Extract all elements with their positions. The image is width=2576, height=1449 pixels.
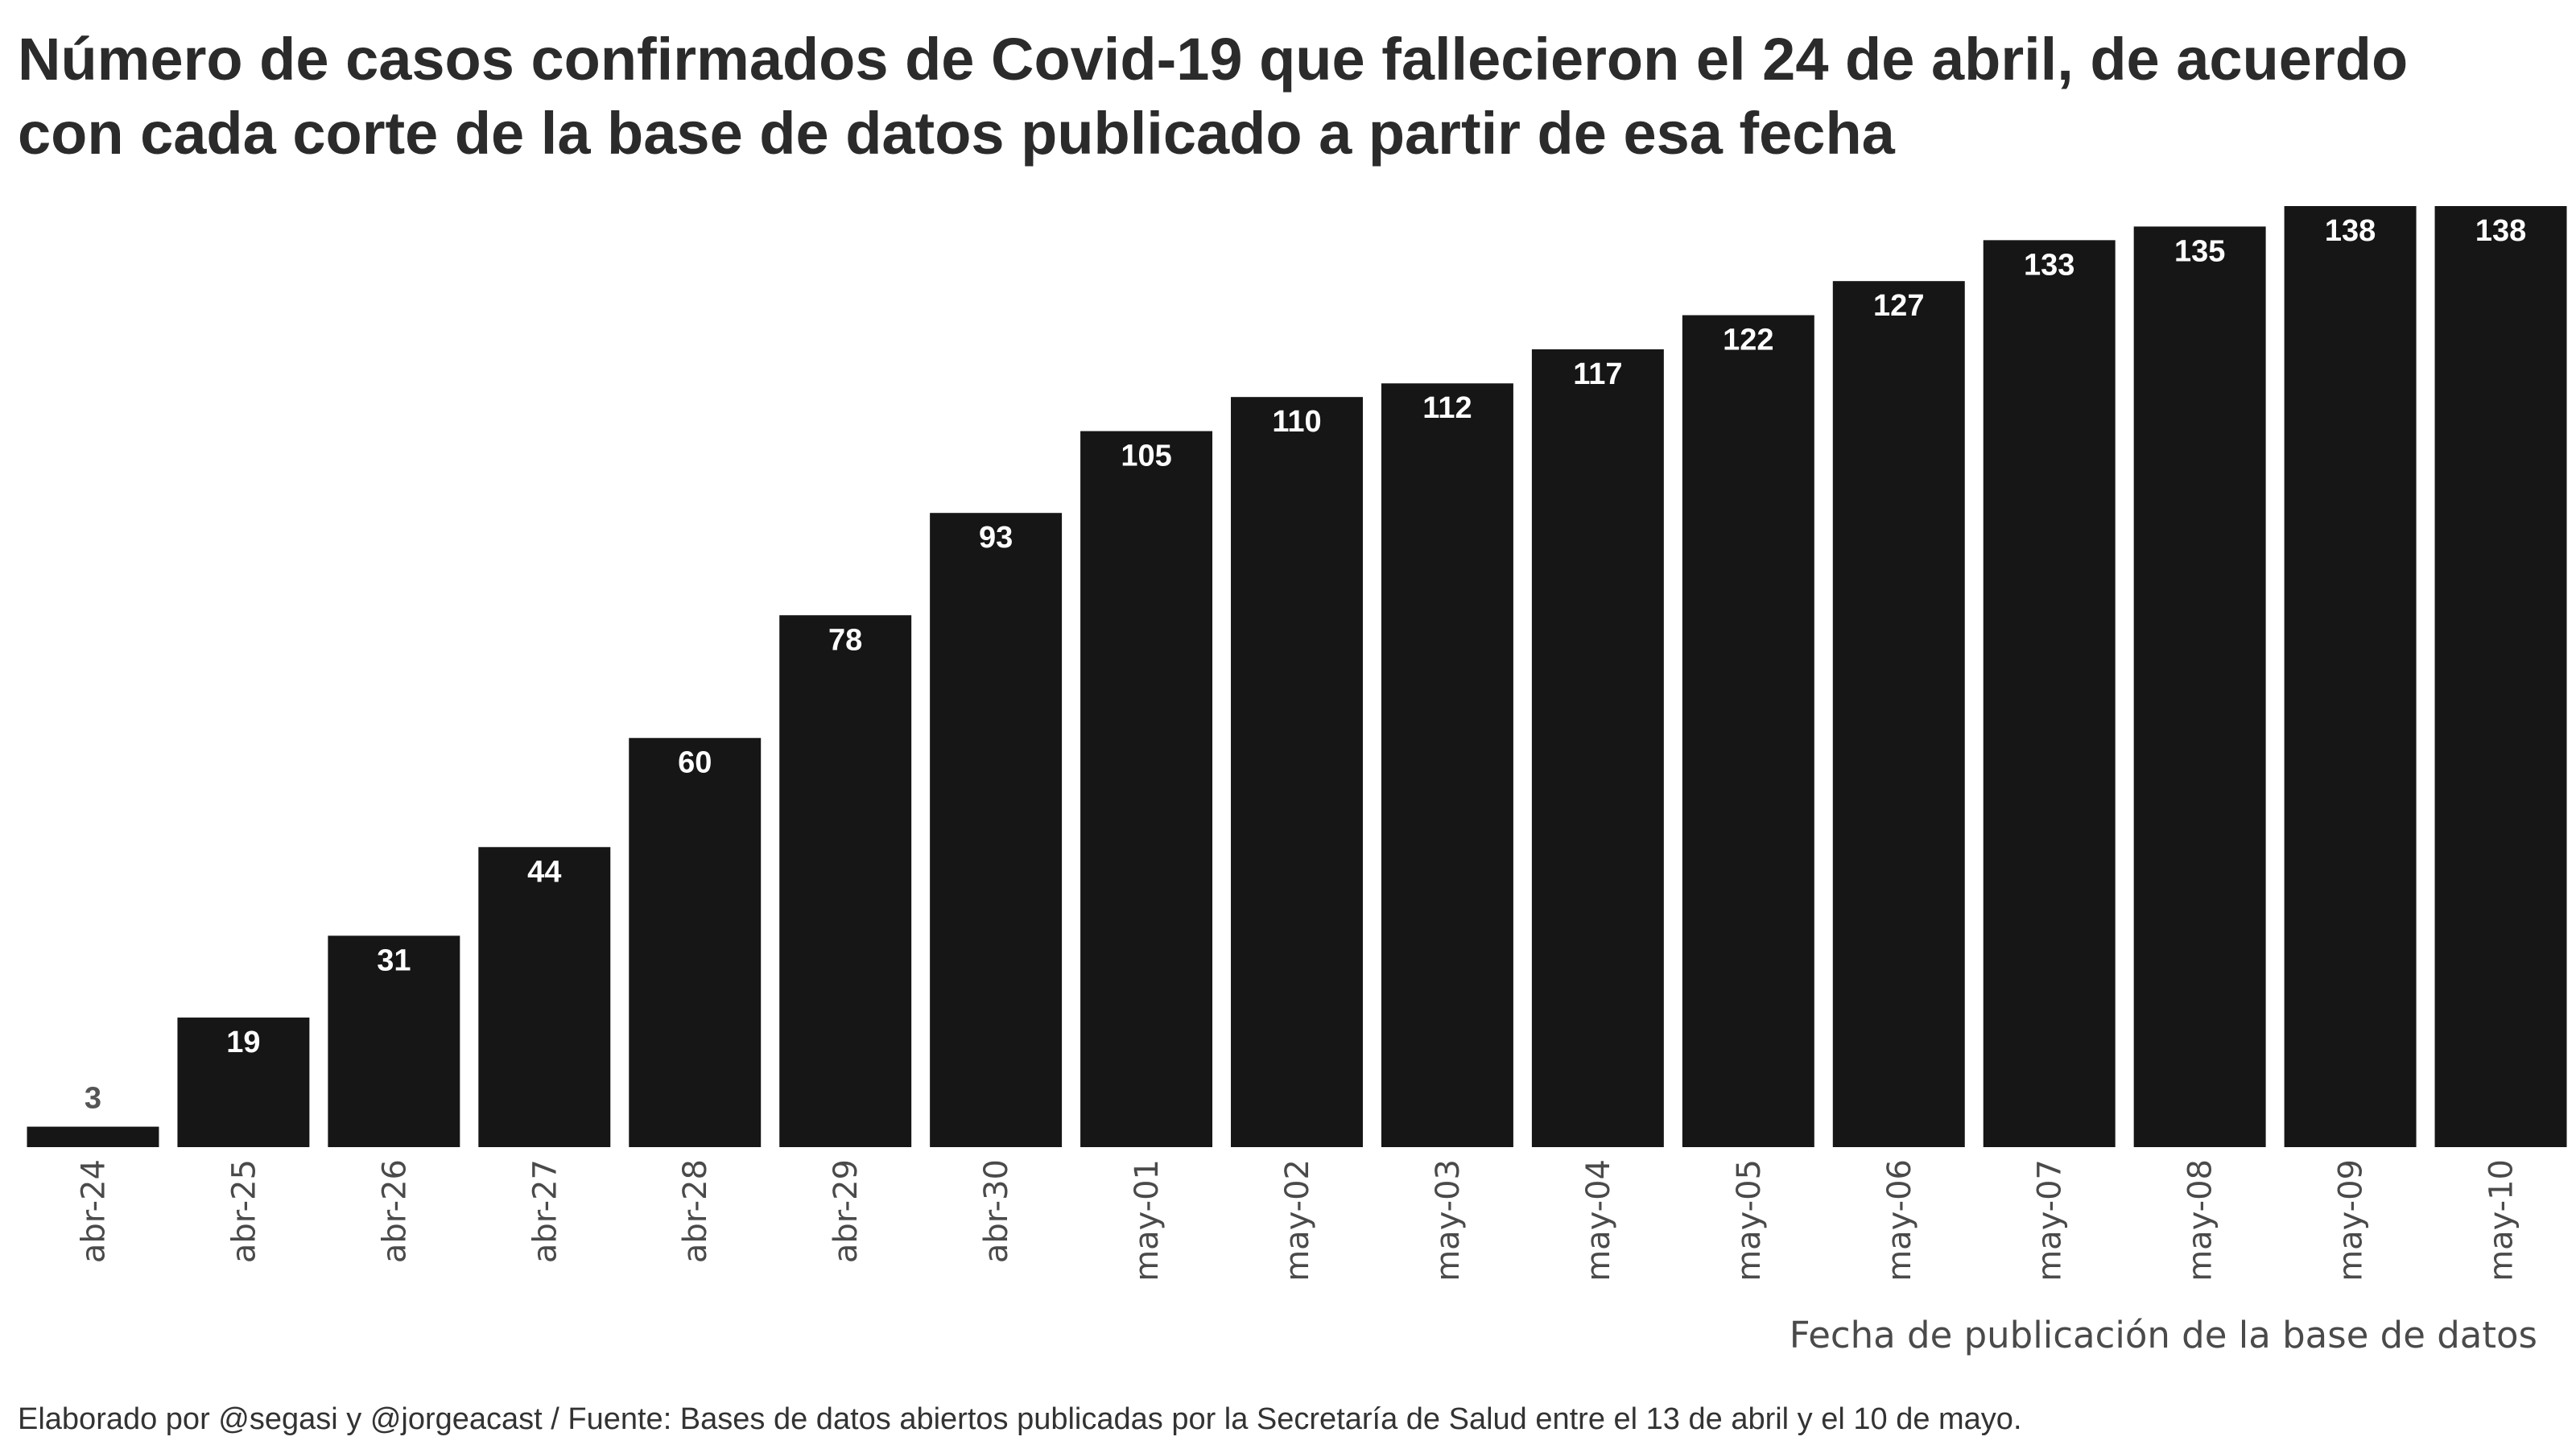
value-label-may-03: 112 [1422, 391, 1472, 425]
bars-group [27, 206, 2567, 1148]
x-tick-label-may-09: may-09 [2333, 1159, 2370, 1282]
value-label-may-05: 122 [1723, 324, 1773, 357]
x-tick-label-may-06: may-06 [1881, 1159, 1918, 1282]
x-tick-label-abr-25: abr-25 [225, 1159, 262, 1263]
x-tick-label-abr-28: abr-28 [677, 1159, 714, 1263]
bar-may-10 [2434, 206, 2567, 1147]
bar-abr-25 [177, 1018, 310, 1147]
x-tick-label-abr-26: abr-26 [376, 1159, 413, 1263]
value-label-may-06: 127 [1873, 289, 1924, 323]
value-label-may-02: 110 [1272, 405, 1321, 439]
x-axis-label: Fecha de publicación de la base de datos [1789, 1314, 2537, 1356]
bar-may-08 [2133, 226, 2266, 1147]
x-tick-label-abr-27: abr-27 [526, 1159, 564, 1263]
bar-may-09 [2284, 206, 2417, 1147]
bar-abr-26 [328, 935, 460, 1147]
x-tick-label-may-07: may-07 [2032, 1159, 2069, 1282]
value-labels-group: 3 19 31 44 60 78 93 105 110 112 117 122 127 133 135 138… [85, 214, 2526, 1116]
bar-may-01 [1080, 431, 1213, 1147]
x-tick-label-abr-29: abr-29 [828, 1159, 865, 1263]
bar-abr-27 [478, 847, 611, 1147]
x-tick-label-abr-30: abr-30 [978, 1159, 1015, 1263]
x-tick-label-may-03: may-03 [1430, 1159, 1467, 1282]
bar-may-07 [1983, 240, 2116, 1147]
x-tick-label-abr-24: abr-24 [75, 1159, 112, 1263]
bar-may-06 [1832, 281, 1965, 1147]
bar-abr-28 [629, 737, 762, 1147]
value-label-may-07: 133 [2024, 248, 2074, 282]
value-label-abr-25: 19 [226, 1026, 260, 1059]
value-label-abr-29: 78 [828, 623, 862, 657]
bar-abr-29 [779, 615, 912, 1147]
x-tick-label-may-01: may-01 [1129, 1159, 1166, 1282]
x-tick-label-may-08: may-08 [2182, 1159, 2219, 1282]
value-label-may-10: 138 [2475, 214, 2526, 248]
bar-may-05 [1682, 315, 1814, 1147]
value-label-abr-27: 44 [527, 855, 561, 889]
value-label-abr-28: 60 [678, 746, 712, 780]
chart-title: Número de casos confirmados de Covid-19 … [18, 26, 2409, 167]
x-tick-label-may-02: may-02 [1279, 1159, 1316, 1282]
chart-caption: Elaborado por @segasi y @jorgeacast / Fu… [18, 1402, 2022, 1436]
x-tick-label-may-10: may-10 [2483, 1159, 2520, 1282]
bar-abr-24 [27, 1126, 159, 1147]
bar-may-03 [1381, 383, 1513, 1148]
value-label-may-01: 105 [1121, 440, 1171, 473]
x-tick-label-may-04: may-04 [1580, 1159, 1617, 1282]
value-label-abr-30: 93 [979, 521, 1013, 555]
value-label-abr-24: 3 [85, 1082, 101, 1116]
value-label-may-08: 135 [2174, 234, 2225, 268]
value-label-may-09: 138 [2325, 214, 2376, 248]
value-label-may-04: 117 [1573, 357, 1622, 391]
bar-abr-30 [930, 513, 1063, 1147]
bar-may-04 [1531, 349, 1664, 1147]
x-tick-label-may-05: may-05 [1731, 1159, 1768, 1282]
tick-labels-group: abr-24 abr-25 abr-26 abr-27 abr-28 abr-29 abr-… [75, 1159, 2520, 1282]
value-label-abr-26: 31 [377, 943, 411, 977]
bar-may-02 [1231, 397, 1363, 1147]
